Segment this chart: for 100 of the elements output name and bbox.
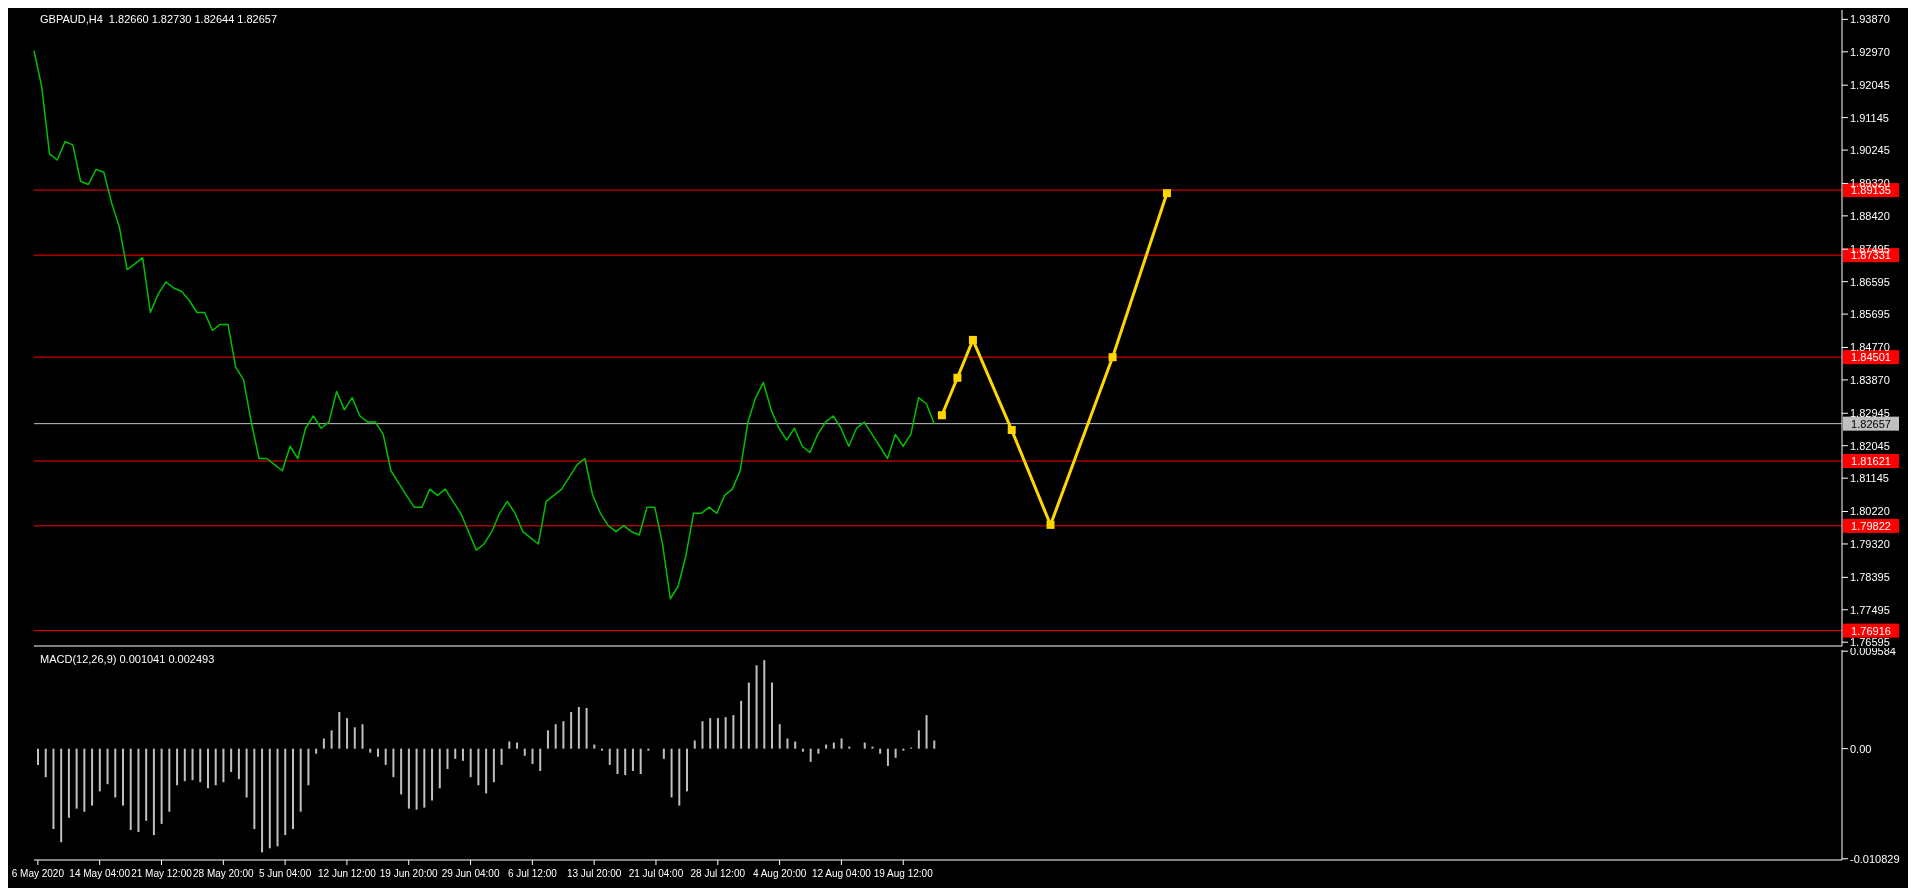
y-tick-label: 1.82045 (1850, 439, 1890, 452)
bar (44, 748, 47, 778)
bar (346, 718, 349, 749)
bar (261, 748, 264, 853)
bar (237, 748, 240, 780)
bar (755, 665, 758, 749)
x-tick-label: 19 Aug 12:00 (873, 868, 934, 879)
bar (879, 748, 882, 754)
bar (570, 712, 573, 749)
y-tick-label: 1.92045 (1850, 79, 1890, 92)
bar (268, 748, 271, 849)
bar (469, 748, 472, 778)
bar (322, 738, 325, 749)
bar (83, 748, 86, 812)
bar (291, 748, 294, 829)
bar (546, 730, 549, 749)
bar (740, 700, 743, 749)
ref-line-label: 1.81621 (1851, 455, 1891, 467)
bar (206, 748, 209, 789)
y-tick-label: -0.010829 (1850, 852, 1900, 865)
point (968, 335, 977, 344)
y-tick-label: 1.92970 (1850, 45, 1890, 58)
ref-line-label: 1.84501 (1851, 351, 1891, 364)
bar (106, 748, 109, 785)
y-tick-label: 0.00 (1850, 742, 1872, 755)
bar (376, 748, 379, 757)
bar (461, 748, 464, 761)
chart-title: GBPAUD,H4 1.82660 1.82730 1.82644 1.82657 (40, 13, 278, 25)
bar (886, 748, 889, 766)
bar (825, 744, 828, 749)
x-tick-label: 5 Jun 04:00 (258, 868, 312, 879)
bar (933, 740, 936, 749)
x-tick-label: 28 Jul 12:00 (690, 868, 746, 879)
bar (747, 682, 750, 749)
bar (516, 742, 519, 749)
bar (894, 748, 897, 758)
bar (771, 682, 774, 749)
bar (763, 660, 766, 749)
y-tick-label: 1.88420 (1850, 209, 1890, 222)
bar (809, 748, 812, 762)
x-tick-label: 6 May 2020 (11, 868, 65, 879)
x-tick-label: 12 Jun 12:00 (318, 868, 377, 879)
bar (562, 721, 565, 749)
bar (709, 718, 712, 749)
bar (601, 748, 604, 751)
x-tick-label: 12 Aug 04:00 (811, 868, 872, 879)
x-tick-label: 19 Jun 20:00 (379, 868, 439, 879)
y-tick-label: 1.86595 (1850, 275, 1890, 288)
bar (902, 748, 905, 751)
y-tick-label: 1.81145 (1850, 472, 1889, 485)
y-tick-label: 1.79320 (1850, 537, 1890, 550)
bar (330, 730, 333, 749)
bar (91, 748, 94, 806)
x-tick-label: 6 Jul 12:00 (507, 868, 558, 879)
bar (191, 748, 194, 781)
bar (639, 748, 642, 775)
bar (701, 721, 704, 749)
bar (299, 748, 302, 812)
bar (554, 724, 557, 749)
y-tick-label: 1.83870 (1850, 373, 1890, 386)
bar (423, 748, 426, 808)
bar (848, 746, 851, 749)
bar (284, 748, 287, 836)
x-tick-label: 28 May 20:00 (192, 868, 255, 879)
bar (438, 748, 441, 789)
bar (778, 724, 781, 749)
bar (176, 748, 179, 786)
point (1046, 520, 1055, 529)
y-tick-label: 1.77495 (1850, 603, 1890, 616)
bar (145, 748, 148, 821)
bar (724, 717, 727, 749)
bar (871, 746, 874, 749)
bar (686, 748, 689, 792)
bar (647, 748, 650, 751)
bar (801, 748, 804, 752)
bar (616, 748, 619, 775)
bar (492, 748, 495, 783)
bar (338, 712, 341, 749)
bar (454, 748, 457, 759)
bar (577, 706, 580, 749)
bar (678, 748, 681, 806)
bar (183, 748, 186, 782)
point (1162, 189, 1171, 198)
point (1108, 353, 1117, 362)
point (937, 411, 946, 420)
bar (214, 748, 217, 786)
bar (670, 748, 673, 798)
y-tick-label: 1.91145 (1850, 111, 1889, 124)
bar (508, 741, 511, 749)
x-tick-label: 21 May 12:00 (131, 868, 193, 879)
bar (67, 748, 70, 818)
ref-line-label: 1.76916 (1851, 624, 1891, 637)
x-tick-label: 29 Jun 04:00 (441, 868, 500, 879)
x-tick-label: 13 Jul 20:00 (566, 868, 622, 879)
bar (168, 748, 171, 812)
bar (817, 748, 820, 754)
bar (585, 707, 588, 749)
bar (137, 748, 140, 833)
bar (693, 740, 696, 749)
bar (253, 748, 256, 829)
